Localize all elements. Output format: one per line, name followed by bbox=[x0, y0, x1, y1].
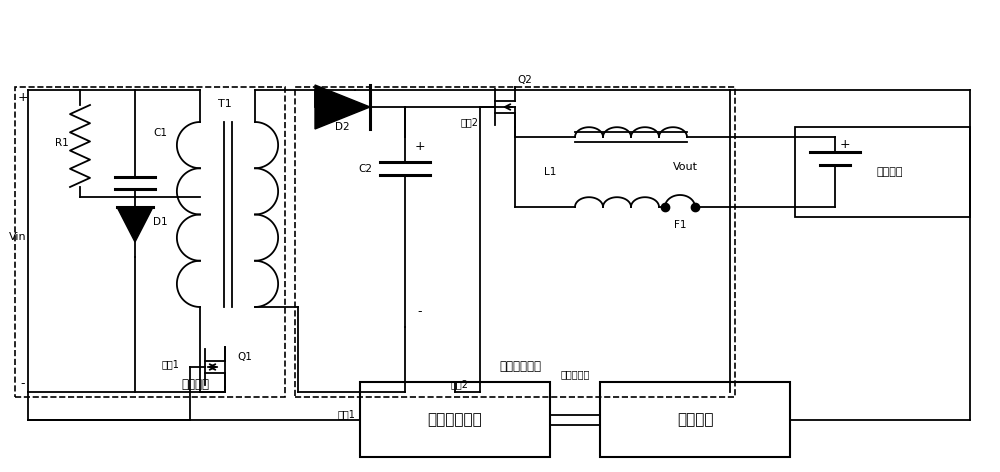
Text: C1: C1 bbox=[153, 128, 167, 138]
Text: Q2: Q2 bbox=[518, 75, 532, 85]
Text: +: + bbox=[840, 138, 850, 152]
Text: Vin: Vin bbox=[9, 232, 27, 242]
Text: 电池单体: 电池单体 bbox=[877, 167, 903, 177]
Text: T1: T1 bbox=[218, 99, 232, 109]
Bar bbox=[360, 382, 550, 457]
Text: 驺剈1: 驺剈1 bbox=[161, 359, 179, 369]
Bar bbox=[295, 87, 735, 397]
Text: 采样电路: 采样电路 bbox=[677, 412, 713, 427]
Text: 驺剈2: 驺剈2 bbox=[461, 117, 479, 127]
Text: 功率电源: 功率电源 bbox=[181, 378, 209, 390]
Text: 微控制器系统: 微控制器系统 bbox=[428, 412, 482, 427]
Text: +: + bbox=[18, 92, 28, 104]
Bar bbox=[600, 382, 790, 457]
Text: C2: C2 bbox=[358, 164, 372, 174]
Text: D1: D1 bbox=[153, 217, 167, 227]
Text: D2: D2 bbox=[335, 122, 350, 132]
Polygon shape bbox=[315, 85, 370, 129]
Text: Q1: Q1 bbox=[238, 352, 252, 362]
Text: 输出辅助回路: 输出辅助回路 bbox=[499, 361, 541, 373]
Text: -: - bbox=[21, 378, 25, 390]
Text: 电压采样值: 电压采样值 bbox=[560, 369, 590, 379]
Text: +: + bbox=[415, 141, 425, 153]
Text: 驺剈2: 驺剈2 bbox=[451, 379, 469, 389]
Text: L1: L1 bbox=[544, 167, 556, 177]
Text: R1: R1 bbox=[55, 138, 69, 149]
Text: -: - bbox=[418, 305, 422, 319]
Text: Vout: Vout bbox=[672, 162, 698, 172]
Text: F1: F1 bbox=[674, 220, 686, 230]
Bar bbox=[795, 127, 970, 217]
Bar bbox=[15, 87, 285, 397]
Polygon shape bbox=[117, 207, 153, 242]
Text: 驺剈1: 驺剈1 bbox=[337, 410, 355, 420]
